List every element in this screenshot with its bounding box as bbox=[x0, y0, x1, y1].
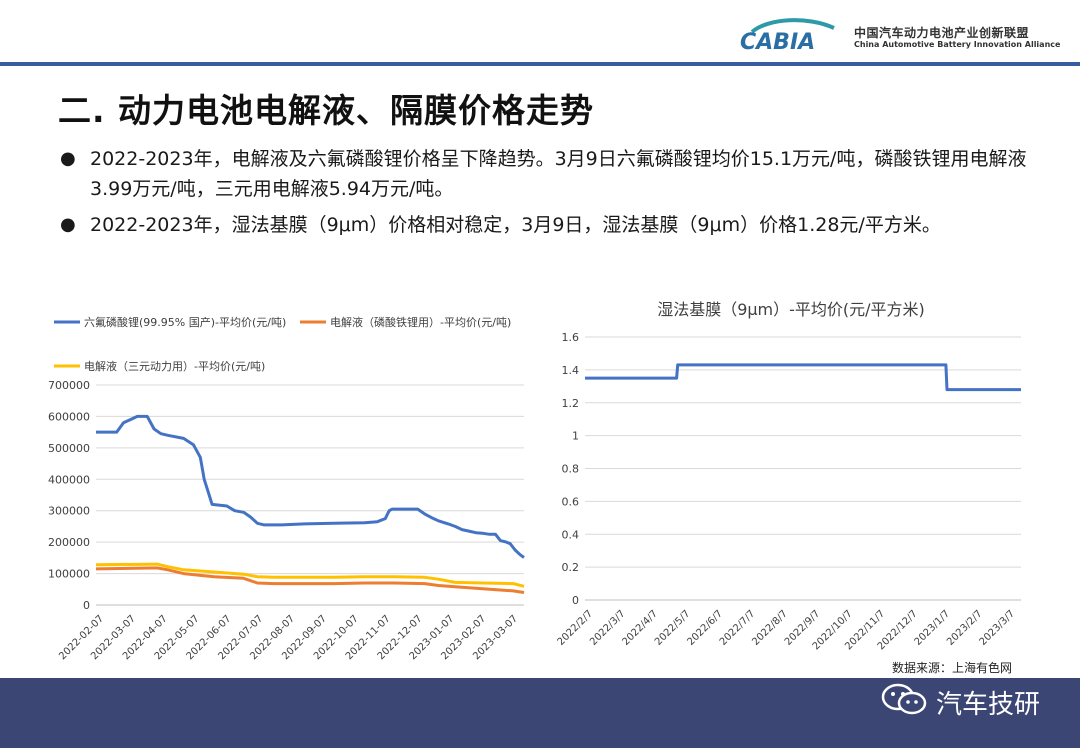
series-line bbox=[95, 566, 525, 594]
y-tick-label: 300000 bbox=[48, 505, 90, 518]
alliance-name-en: China Automotive Battery Innovation Alli… bbox=[854, 40, 1061, 49]
y-tick-label: 600000 bbox=[48, 410, 90, 423]
chart-title: 湿法基膜（9μm）-平均价(元/平方米) bbox=[657, 300, 925, 319]
series-line bbox=[95, 562, 525, 588]
wechat-icon bbox=[881, 683, 927, 715]
y-tick-label: 1.2 bbox=[562, 397, 580, 410]
cabia-logo: CABIA bbox=[740, 18, 835, 54]
y-tick-label: 1.4 bbox=[562, 364, 580, 377]
bullet-list: ● 2022-2023年，电解液及六氟磷酸锂价格呈下降趋势。3月9日六氟磷酸锂均价… bbox=[56, 144, 1046, 246]
x-tick-label: 2023/3/7 bbox=[978, 608, 1018, 648]
legend-label: 六氟磷酸锂(99.95% 国产)-平均价(元/吨) bbox=[84, 315, 286, 329]
legend-label: 电解液（磷酸铁锂用）-平均价(元/吨) bbox=[330, 315, 511, 329]
y-tick-label: 200000 bbox=[48, 536, 90, 549]
logo-swoosh bbox=[750, 18, 835, 34]
y-tick-label: 700000 bbox=[48, 379, 90, 392]
bullet-item: ● 2022-2023年，湿法基膜（9μm）价格相对稳定，3月9日，湿法基膜（9μ… bbox=[56, 210, 1046, 240]
source-note: 数据来源：上海有色网 bbox=[892, 661, 1013, 675]
footer-bar bbox=[0, 678, 1080, 748]
bullet-text: 2022-2023年，电解液及六氟磷酸锂价格呈下降趋势。3月9日六氟磷酸锂均价1… bbox=[90, 148, 1027, 200]
separator-price-chart: 湿法基膜（9μm）-平均价(元/平方米) 0 0.2 0.4 0.6 0.8 1 1.2 1.4… bbox=[556, 300, 1021, 652]
y-tick-label: 0 bbox=[83, 599, 90, 612]
series-line bbox=[96, 414, 525, 559]
series-line bbox=[585, 363, 1021, 392]
y-tick-label: 0.6 bbox=[562, 495, 580, 508]
bullet-dot-icon: ● bbox=[60, 148, 76, 169]
electrolyte-price-chart: 六氟磷酸锂(99.95% 国产)-平均价(元/吨) 电解液（磷酸铁锂用）-平均价(… bbox=[48, 315, 525, 662]
y-tick-label: 0 bbox=[572, 594, 579, 607]
y-tick-label: 400000 bbox=[48, 473, 90, 486]
bullet-text: 2022-2023年，湿法基膜（9μm）价格相对稳定，3月9日，湿法基膜（9μm… bbox=[90, 214, 941, 236]
header: CABIA 中国汽车动力电池产业创新联盟 China Automotive Ba… bbox=[0, 0, 1080, 66]
slide-title: 二. 动力电池电解液、隔膜价格走势 bbox=[58, 91, 595, 130]
y-tick-label: 1.6 bbox=[562, 331, 580, 344]
header-rule bbox=[0, 62, 1080, 66]
y-tick-label: 0.8 bbox=[562, 463, 580, 476]
y-tick-label: 1 bbox=[572, 430, 579, 443]
y-tick-label: 500000 bbox=[48, 442, 90, 455]
bullet-dot-icon: ● bbox=[60, 214, 76, 235]
bullet-item: ● 2022-2023年，电解液及六氟磷酸锂价格呈下降趋势。3月9日六氟磷酸锂均价… bbox=[56, 144, 1046, 204]
footer-brand: 汽车技研 bbox=[936, 690, 1041, 720]
alliance-name-cn: 中国汽车动力电池产业创新联盟 bbox=[854, 26, 1030, 40]
y-tick-label: 0.4 bbox=[562, 528, 580, 541]
logo-text: CABIA bbox=[740, 30, 815, 54]
y-tick-label: 100000 bbox=[48, 568, 90, 581]
legend-label: 电解液（三元动力用）-平均价(元/吨) bbox=[84, 359, 265, 373]
y-tick-label: 0.2 bbox=[562, 561, 580, 574]
